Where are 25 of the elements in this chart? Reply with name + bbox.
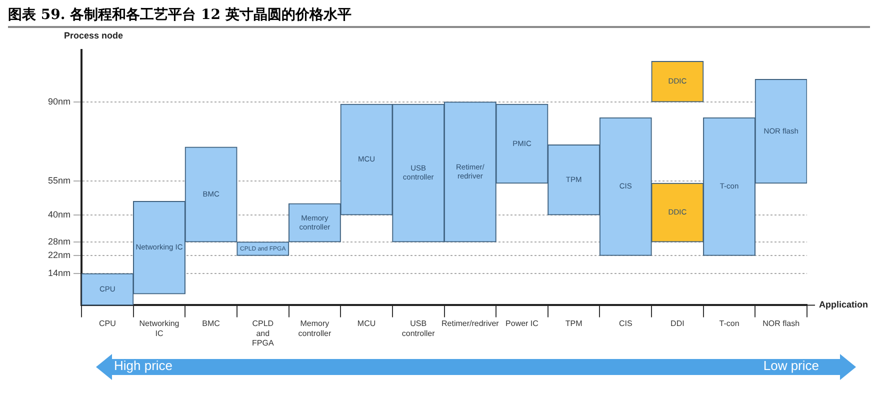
x-tick-label: NOR flash [762,319,800,328]
x-tick-label: CIS [618,319,632,328]
chart-title: 图表 59. 各制程和各工艺平台 12 英寸晶圆的价格水平 [8,6,352,24]
y-tick-label: 55nm [48,175,71,186]
x-tick-label: T-con [719,319,740,328]
x-tick-label: Networking IC [139,319,180,338]
x-tick-label: CPLD and FPGA [252,319,274,348]
y-tick-label: 22nm [48,250,71,260]
x-tick-label: Memory controller [298,319,332,338]
y-tick-label: 90nm [48,96,71,106]
x-tick-label: BMC [202,319,220,328]
x-tick-label: TPM [565,319,583,328]
x-tick-label: Power IC [506,319,539,328]
x-axis-title: Application [819,300,868,310]
x-tick-label: Retimer/redriver [441,319,500,328]
x-tick-label: CPU [98,319,116,328]
text: High price [114,358,173,373]
x-tick-label: DDI [670,319,684,328]
x-tick-label: MCU [357,319,376,328]
x-tick-label: USB controller [402,319,436,338]
y-tick-label: 14nm [48,268,71,278]
y-axis-title: Process node [64,30,124,40]
text: Low price [763,358,819,373]
y-tick-label: 28nm [48,236,71,246]
y-tick-label: 40nm [48,209,71,220]
